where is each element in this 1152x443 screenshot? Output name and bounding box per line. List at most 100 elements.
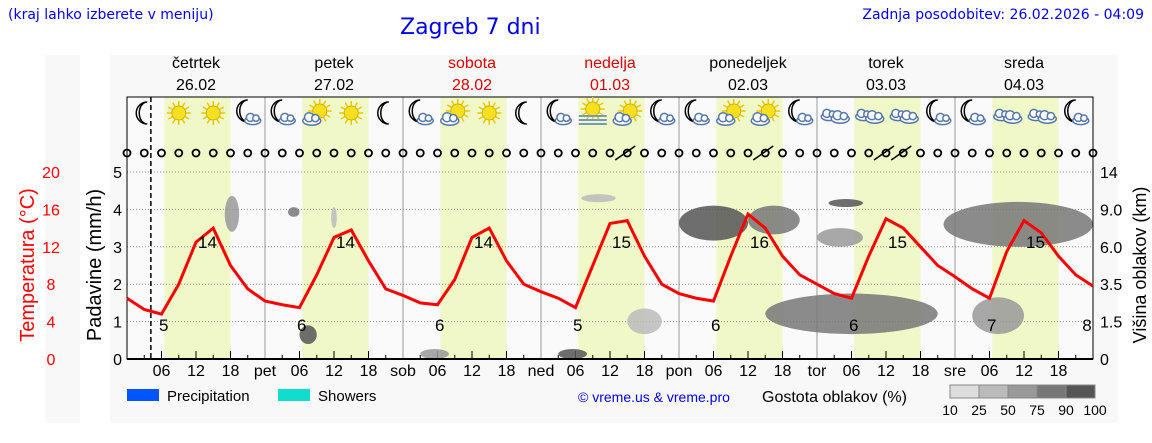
density-step-label: 100 — [1083, 402, 1107, 418]
daylight-band — [164, 97, 231, 359]
density-step-label: 50 — [1000, 402, 1016, 418]
calm-wind-icon — [657, 148, 667, 158]
calm-wind-icon — [847, 148, 856, 158]
sun-ray — [322, 100, 327, 106]
sun-ray — [460, 116, 465, 122]
day-abbr-label: tor — [808, 363, 827, 380]
calm-wind-icon — [295, 148, 304, 158]
density-swatch — [978, 384, 1009, 399]
day-name: četrtek — [172, 55, 221, 72]
cloud-shape — [311, 113, 320, 123]
sun-ray — [633, 100, 637, 106]
sun-ray — [344, 102, 349, 108]
day-abbr-label: sob — [390, 363, 416, 380]
cloud-density-blob — [679, 205, 748, 241]
precip-tick-label: 5 — [113, 165, 122, 182]
sun-ray — [586, 98, 590, 104]
hour-tick-label: 12 — [877, 363, 895, 380]
day-name: nedelja — [584, 55, 636, 72]
day-name: torek — [868, 55, 905, 72]
sun-ray — [202, 106, 208, 111]
wind-barb-icon — [614, 145, 636, 161]
sun-disc — [343, 105, 359, 121]
calm-wind-icon — [553, 148, 563, 158]
calm-wind-icon — [519, 148, 529, 158]
cloud-density-blob — [420, 349, 449, 359]
day-name: sreda — [1004, 55, 1044, 72]
day-date: 03.03 — [866, 77, 906, 94]
calm-wind-icon — [208, 148, 218, 158]
sun-icon — [339, 101, 364, 125]
density-step-label: 10 — [942, 402, 958, 418]
moon-cloud-icon — [1064, 99, 1090, 126]
temp-extreme-label: 6 — [435, 316, 444, 335]
cloud-shape — [700, 114, 709, 123]
calm-wind-icon — [640, 148, 649, 158]
cloud-height-tick-label: 0 — [1100, 352, 1109, 369]
temp-tick-label: 8 — [47, 277, 56, 294]
clouds-icon — [820, 108, 850, 125]
hour-tick-label: 12 — [187, 363, 205, 380]
hour-tick-label: 18 — [1050, 363, 1068, 380]
calm-wind-icon — [502, 148, 511, 158]
precip-tick-label: 3 — [113, 240, 122, 257]
density-legend-title: Gostota oblakov (%) — [762, 389, 907, 406]
calm-wind-icon — [726, 148, 736, 158]
temp-extreme-label: 6 — [297, 316, 306, 335]
daylight-band — [302, 97, 369, 359]
cloud-shape — [424, 114, 433, 123]
cloud-shape — [1046, 111, 1056, 121]
sun-ray — [771, 116, 775, 122]
sun-ray — [482, 118, 487, 124]
sun-icon — [166, 101, 191, 125]
temp-extreme-label: 8 — [1082, 316, 1091, 335]
calm-wind-icon — [1002, 148, 1012, 158]
legend-swatch — [127, 389, 159, 401]
calm-wind-icon — [415, 148, 425, 158]
sun-icon — [201, 101, 226, 125]
calm-wind-icon — [450, 148, 460, 158]
hour-tick-label: 18 — [498, 363, 516, 380]
sun-cloud-icon — [440, 99, 470, 127]
sun-ray — [184, 106, 190, 111]
legend-swatch — [278, 389, 310, 401]
moon-shape — [515, 101, 527, 125]
day-date: 26.02 — [176, 77, 216, 94]
sun-disc — [481, 105, 497, 121]
day-abbr-label: ned — [528, 363, 555, 380]
cloud-height-tick-label: 14 — [1100, 165, 1118, 182]
sun-ray — [739, 104, 745, 109]
calm-wind-icon — [967, 148, 977, 158]
sun-ray — [757, 104, 763, 109]
sun-ray — [581, 102, 588, 107]
temp-axis-title: Temperatura (°C) — [17, 188, 39, 342]
hour-tick-label: 06 — [153, 363, 171, 380]
sun-ray — [356, 106, 363, 111]
cloud-shape — [759, 113, 769, 123]
calm-wind-icon — [691, 148, 701, 158]
calm-wind-icon — [916, 148, 925, 158]
calm-wind-icon — [398, 148, 408, 158]
clouds-icon — [1027, 108, 1057, 125]
sun-ray — [492, 102, 496, 108]
sun-ray — [581, 111, 588, 116]
calm-wind-icon — [312, 148, 322, 158]
moon-icon — [515, 101, 527, 125]
calm-wind-icon — [950, 148, 960, 158]
cloud-density-blob — [817, 228, 863, 247]
sun-ray — [308, 104, 315, 109]
hour-tick-label: 06 — [705, 363, 723, 380]
sun-disc — [585, 101, 601, 117]
sun-ray — [354, 102, 358, 108]
temp-extreme-label: 14 — [198, 233, 217, 252]
legend-label: Precipitation — [167, 388, 250, 405]
temp-extreme-label: 14 — [474, 233, 493, 252]
hour-tick-label: 06 — [429, 363, 447, 380]
credit-link: © vreme.us & vreme.pro — [578, 389, 730, 405]
sun-ray — [181, 118, 186, 124]
precip-tick-label: 0 — [113, 352, 122, 369]
calm-wind-icon — [191, 148, 201, 158]
hour-tick-label: 06 — [567, 363, 585, 380]
wind-barb-icon — [752, 145, 774, 161]
